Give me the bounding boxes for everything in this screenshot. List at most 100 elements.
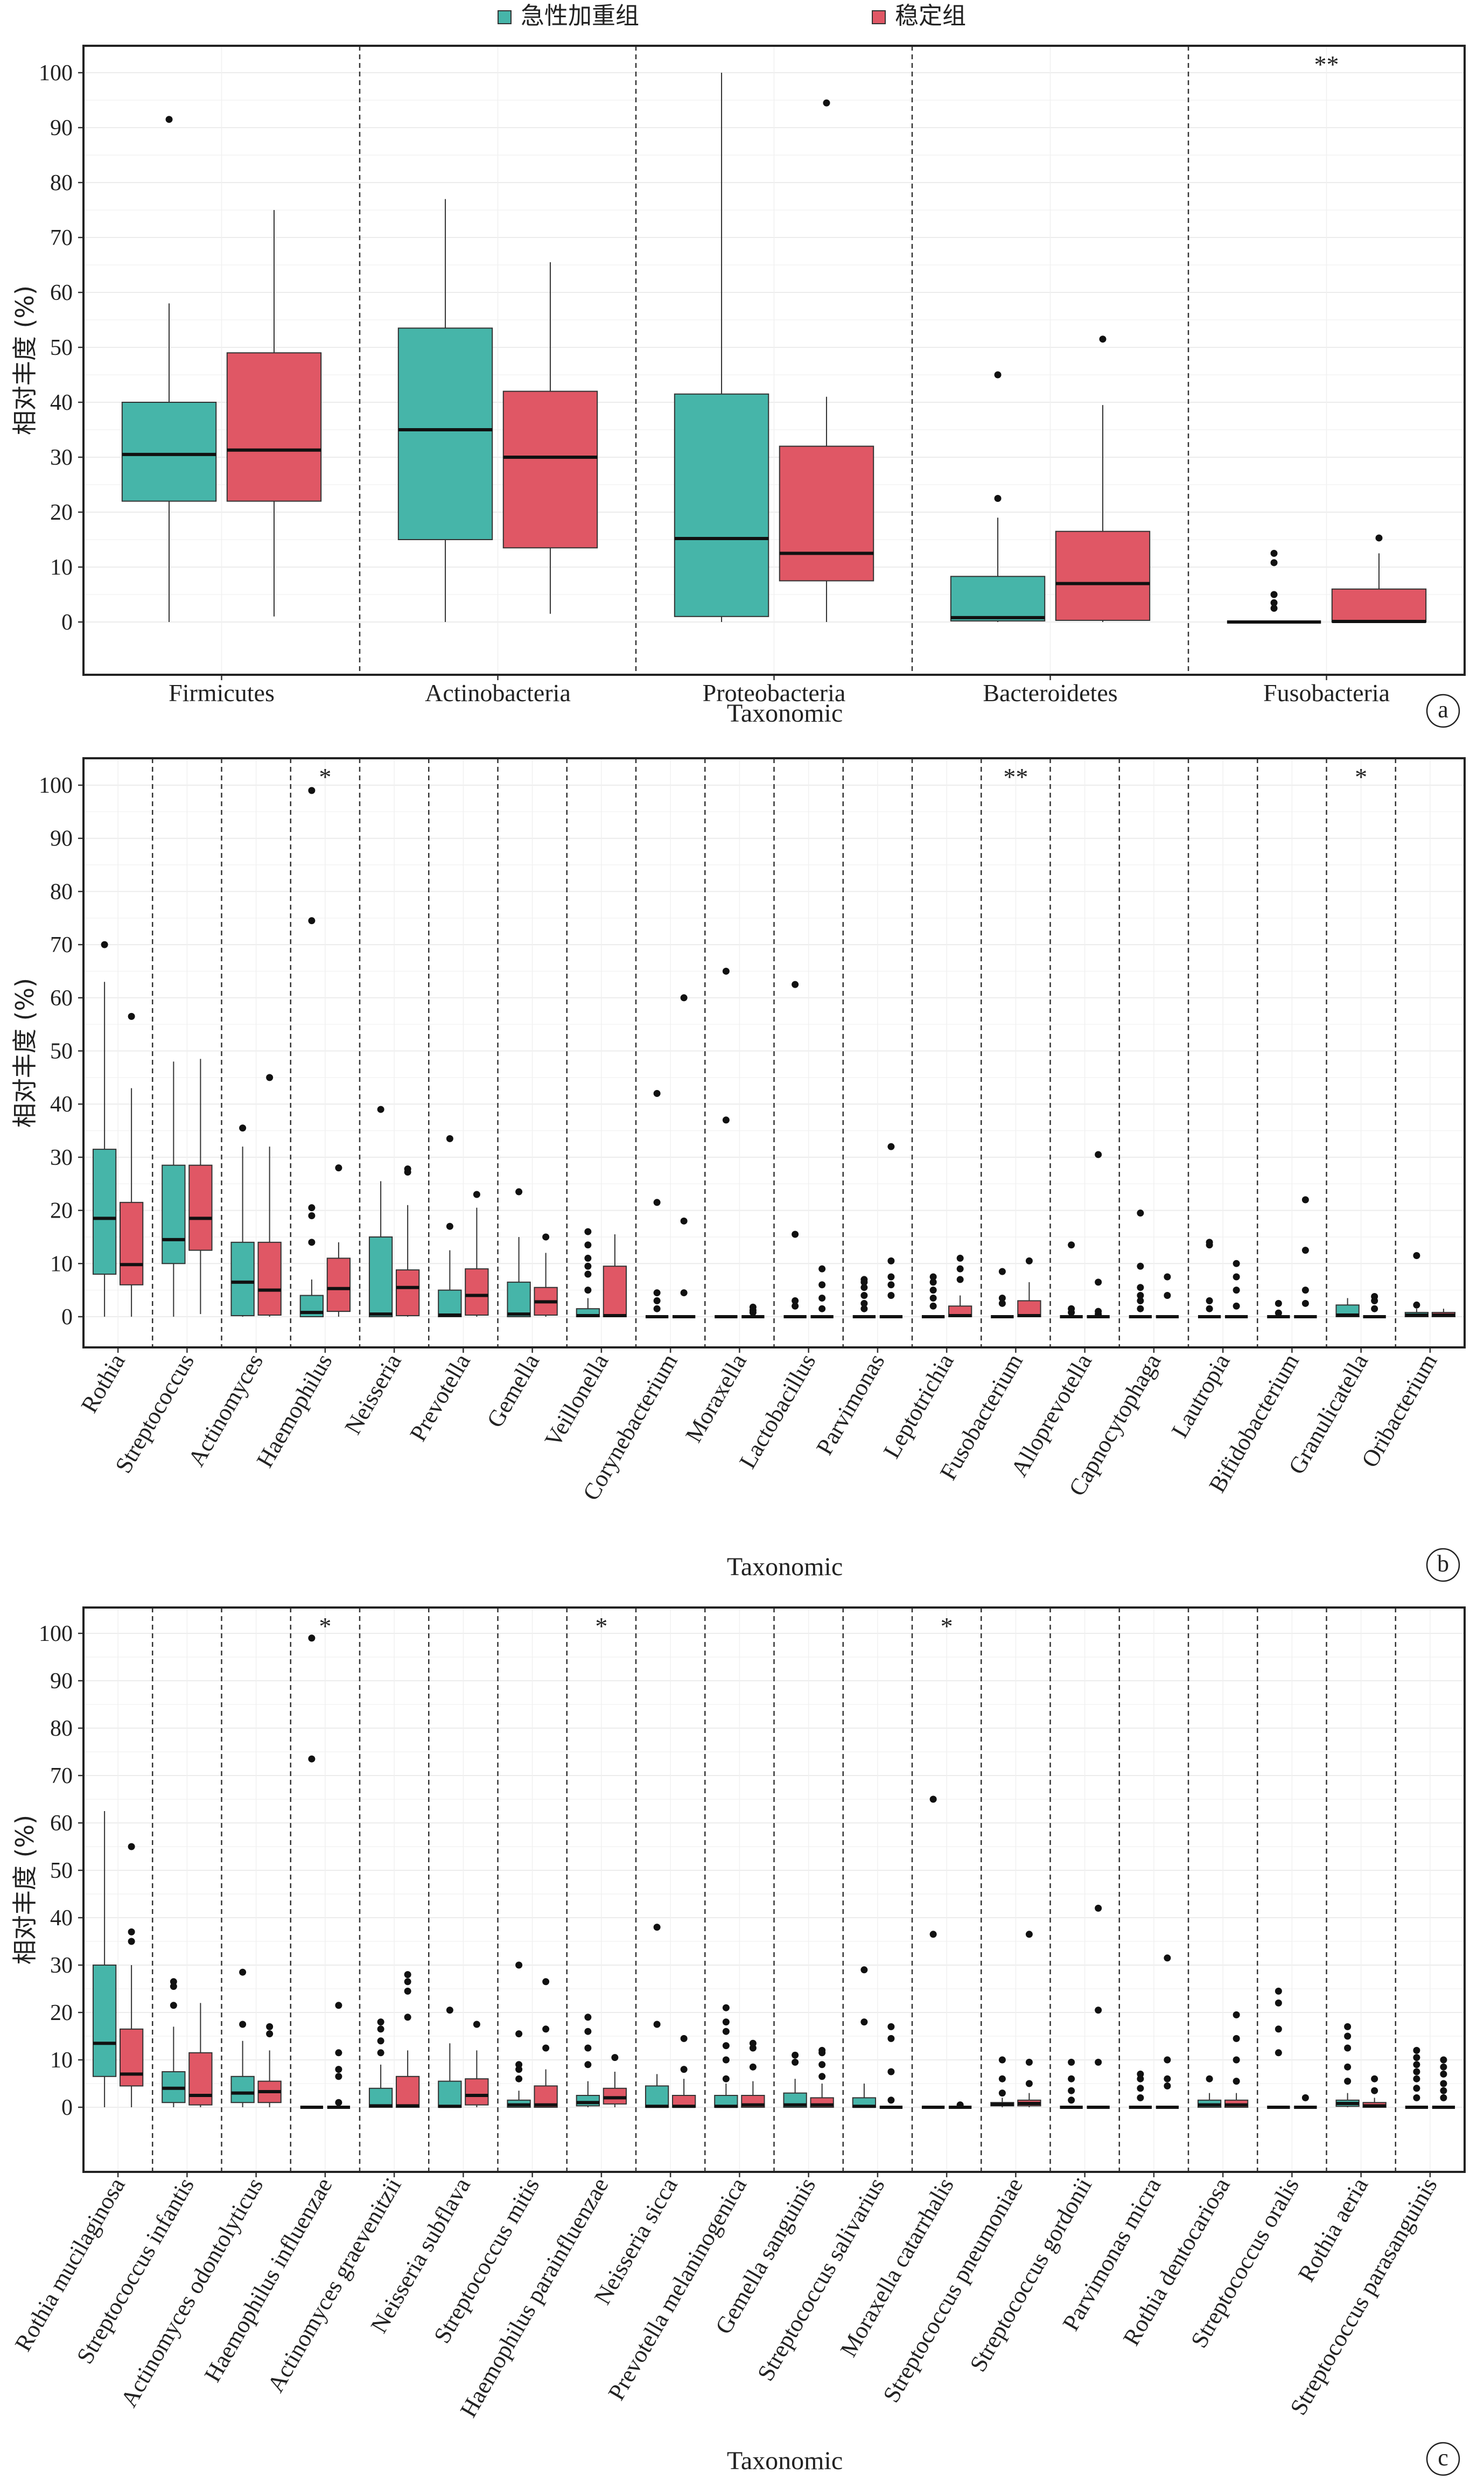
outlier-point (266, 1074, 274, 1081)
outlier-point (584, 2028, 592, 2035)
outlier-point (515, 1188, 523, 1196)
outlier-point (584, 2014, 592, 2021)
outlier-point (266, 2023, 274, 2030)
y-tick-label: 100 (39, 773, 73, 798)
box-body (230, 1241, 255, 1317)
y-tick-label: 60 (50, 986, 73, 1011)
y-tick-label: 50 (50, 336, 73, 360)
box-exacerbation (300, 1634, 324, 2109)
outlier-point (722, 2018, 730, 2026)
outlier-point (887, 2023, 895, 2030)
significance-mark: * (1355, 763, 1367, 791)
outlier-point (584, 1287, 592, 1294)
box-exacerbation (1267, 1987, 1290, 2109)
box-stable (810, 2046, 834, 2108)
outlier-point (308, 1212, 316, 1219)
outlier-point (749, 2063, 757, 2071)
outlier-point (929, 1278, 937, 1286)
outlier-point (1270, 605, 1278, 612)
y-axis-label: 相对丰度 (%) (10, 285, 39, 435)
outlier-point (239, 2021, 247, 2028)
panel-label: c (1438, 2444, 1448, 2471)
box-stable (1224, 2011, 1249, 2108)
outlier-point (377, 1106, 384, 1113)
outlier-point (1301, 2094, 1309, 2101)
outlier-point (722, 2042, 730, 2050)
x-tick-label: Parvimonas (811, 1350, 890, 1459)
outlier-point (956, 2101, 964, 2109)
outlier-point (1095, 1151, 1102, 1158)
box-exacerbation (397, 199, 493, 622)
box-stable (1087, 1151, 1110, 1318)
panel-label: a (1438, 696, 1448, 723)
outlier-point (1206, 1297, 1213, 1304)
x-tick-label: Rothia (76, 1350, 130, 1417)
outlier-point (722, 2056, 730, 2064)
x-tick-label: Actinomyces graevenitzii (262, 2173, 407, 2397)
y-tick-label: 60 (50, 281, 73, 305)
outlier-point (860, 1305, 868, 1312)
box-stable (741, 1303, 765, 1318)
x-tick-label: Prevotella (404, 1350, 475, 1446)
box-body (950, 576, 1046, 621)
plot-frame (82, 757, 1466, 1348)
outlier-point (1233, 1287, 1240, 1294)
outlier-point (929, 1302, 937, 1310)
outlier-point (1137, 2070, 1144, 2078)
outlier-point (128, 1843, 135, 1850)
outlier-point (1440, 2070, 1447, 2078)
outlier-point (1440, 2056, 1447, 2064)
box-body (395, 2075, 420, 2108)
outlier-point (584, 1254, 592, 1262)
outlier-point (887, 1281, 895, 1289)
legend-swatch (498, 10, 512, 24)
outlier-point (128, 1928, 135, 1935)
box-stable (1017, 1257, 1041, 1318)
y-tick-label: 30 (50, 1953, 73, 1978)
outlier-point (792, 1302, 799, 1310)
x-tick-label: Streptococcus gordonii (964, 2173, 1097, 2377)
x-tick-label: Leptotrichia (878, 1350, 959, 1463)
x-axis-label: Taxonomic (727, 699, 843, 728)
y-tick-label: 50 (50, 1858, 73, 1883)
box-exacerbation (576, 1228, 600, 1318)
box-stable (119, 1843, 144, 2107)
y-tick-label: 90 (50, 827, 73, 851)
box-body (507, 1281, 531, 1317)
outlier-point (722, 2075, 730, 2082)
x-tick-label: Streptococcus pneumoniae (878, 2173, 1028, 2407)
box-body (502, 390, 598, 549)
outlier-point (722, 967, 730, 975)
outlier-point (887, 2068, 895, 2075)
outlier-point (170, 1978, 177, 1986)
outlier-point (584, 1270, 592, 1278)
y-tick-label: 30 (50, 1145, 73, 1170)
outlier-point (887, 1257, 895, 1264)
outlier-point (473, 2021, 480, 2028)
y-tick-label: 0 (61, 1305, 73, 1330)
box-stable (119, 1012, 144, 1317)
outlier-point (818, 1305, 826, 1312)
box-body (119, 1201, 144, 1285)
outlier-point (542, 2025, 550, 2033)
outlier-point (818, 1294, 826, 1302)
x-tick-label: Veillonella (540, 1350, 614, 1452)
outlier-point (584, 1241, 592, 1249)
outlier-point (1413, 2054, 1420, 2061)
box-stable (1156, 1273, 1179, 1318)
box-exacerbation (1129, 2070, 1152, 2109)
box-exacerbation (714, 2004, 738, 2108)
outlier-point (1413, 2068, 1420, 2075)
outlier-point (1164, 1954, 1171, 1962)
box-body (603, 2087, 627, 2105)
box-body (603, 1266, 627, 1318)
box-exacerbation (299, 787, 324, 1318)
outlier-point (929, 1294, 937, 1302)
outlier-point (1371, 1305, 1378, 1312)
box-body (257, 1241, 282, 1316)
outlier-point (1025, 1257, 1033, 1264)
box-stable (502, 262, 598, 614)
y-tick-label: 0 (61, 610, 73, 635)
y-tick-label: 0 (61, 2095, 73, 2120)
